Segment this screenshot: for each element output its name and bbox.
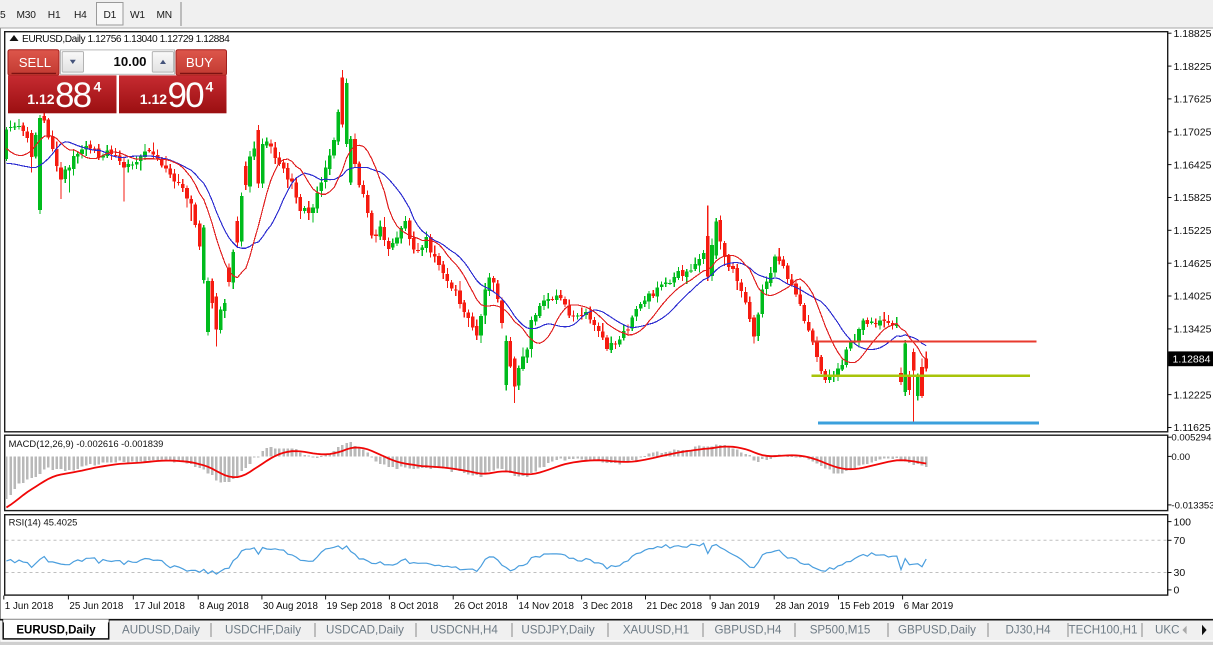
svg-text:1.18225: 1.18225 xyxy=(1174,61,1212,73)
svg-text:1.14025: 1.14025 xyxy=(1174,291,1212,303)
svg-text:SELL: SELL xyxy=(19,55,51,70)
svg-text:30: 30 xyxy=(1174,567,1186,579)
svg-text:26 Oct 2018: 26 Oct 2018 xyxy=(454,601,508,612)
svg-text:USDJPY,Daily: USDJPY,Daily xyxy=(521,624,594,637)
svg-text:0.005294: 0.005294 xyxy=(1171,433,1212,444)
svg-text:8 Oct 2018: 8 Oct 2018 xyxy=(390,601,438,612)
svg-text:1.15825: 1.15825 xyxy=(1174,192,1212,204)
svg-text:RSI(14) 45.4025: RSI(14) 45.4025 xyxy=(9,517,78,528)
svg-text:1.11625: 1.11625 xyxy=(1174,422,1211,434)
svg-text:25 Jun 2018: 25 Jun 2018 xyxy=(69,601,123,612)
svg-text:1.18825: 1.18825 xyxy=(1174,28,1212,40)
svg-text:1.12: 1.12 xyxy=(140,91,167,107)
svg-text:90: 90 xyxy=(168,76,205,115)
svg-text:1.17025: 1.17025 xyxy=(1174,127,1212,139)
svg-text:UKC: UKC xyxy=(1155,624,1179,637)
svg-text:-0.013353: -0.013353 xyxy=(1171,500,1213,511)
svg-text:9 Jan 2019: 9 Jan 2019 xyxy=(711,601,759,612)
svg-text:1.12: 1.12 xyxy=(27,91,54,107)
svg-text:30 Aug 2018: 30 Aug 2018 xyxy=(263,601,319,612)
svg-text:28 Jan 2019: 28 Jan 2019 xyxy=(775,601,829,612)
svg-text:H1: H1 xyxy=(48,10,61,21)
svg-text:EURUSD,Daily 1.12756 1.13040: EURUSD,Daily 1.12756 1.13040 1.12729 1.1… xyxy=(22,34,230,45)
svg-text:21 Dec 2018: 21 Dec 2018 xyxy=(647,601,703,612)
svg-text:1.13425: 1.13425 xyxy=(1174,324,1212,336)
svg-text:10.00: 10.00 xyxy=(113,54,146,69)
svg-text:EURUSD,Daily: EURUSD,Daily xyxy=(16,625,96,637)
svg-text:TECH100,H1: TECH100,H1 xyxy=(1069,624,1138,637)
svg-text:GBPUSD,Daily: GBPUSD,Daily xyxy=(898,624,976,637)
svg-text:AUDUSD,Daily: AUDUSD,Daily xyxy=(122,624,200,637)
svg-text:15 Feb 2019: 15 Feb 2019 xyxy=(840,601,895,612)
svg-text:1.12884: 1.12884 xyxy=(1173,354,1211,366)
svg-text:W1: W1 xyxy=(130,10,145,21)
svg-text:GBPUSD,H4: GBPUSD,H4 xyxy=(714,624,782,637)
svg-text:USDCNH,H4: USDCNH,H4 xyxy=(430,624,498,637)
svg-text:M30: M30 xyxy=(17,10,37,21)
svg-text:8 Aug 2018: 8 Aug 2018 xyxy=(199,601,249,612)
svg-text:BUY: BUY xyxy=(186,55,213,70)
svg-text:MACD(12,26,9) -0.002616 -0.001: MACD(12,26,9) -0.002616 -0.001839 xyxy=(9,438,164,449)
svg-text:MN: MN xyxy=(157,10,172,21)
svg-text:USDCHF,Daily: USDCHF,Daily xyxy=(225,624,301,637)
svg-text:1.17625: 1.17625 xyxy=(1174,94,1212,106)
svg-text:6 Mar 2019: 6 Mar 2019 xyxy=(904,601,954,612)
svg-text:D1: D1 xyxy=(104,10,117,21)
svg-text:SP500,M15: SP500,M15 xyxy=(810,624,871,637)
svg-text:H4: H4 xyxy=(74,10,87,21)
svg-text:3 Dec 2018: 3 Dec 2018 xyxy=(583,601,634,612)
svg-text:0.00: 0.00 xyxy=(1171,452,1190,463)
svg-text:5: 5 xyxy=(0,10,6,21)
svg-text:70: 70 xyxy=(1174,535,1186,547)
svg-text:4: 4 xyxy=(94,79,102,95)
svg-text:4: 4 xyxy=(206,79,214,95)
svg-text:1 Jun 2018: 1 Jun 2018 xyxy=(5,601,54,612)
svg-text:DJ30,H4: DJ30,H4 xyxy=(1005,624,1051,637)
svg-text:1.16425: 1.16425 xyxy=(1174,159,1212,171)
svg-text:1.12225: 1.12225 xyxy=(1174,389,1212,401)
svg-text:17 Jul 2018: 17 Jul 2018 xyxy=(134,601,185,612)
svg-text:88: 88 xyxy=(55,76,91,115)
svg-text:1.14625: 1.14625 xyxy=(1174,258,1212,270)
svg-text:USDCAD,Daily: USDCAD,Daily xyxy=(326,624,404,637)
svg-text:100: 100 xyxy=(1174,516,1192,528)
svg-text:0: 0 xyxy=(1174,585,1180,597)
svg-text:XAUUSD,H1: XAUUSD,H1 xyxy=(623,624,689,637)
svg-text:19 Sep 2018: 19 Sep 2018 xyxy=(327,601,383,612)
svg-text:14 Nov 2018: 14 Nov 2018 xyxy=(518,601,574,612)
svg-text:1.15225: 1.15225 xyxy=(1174,225,1212,237)
